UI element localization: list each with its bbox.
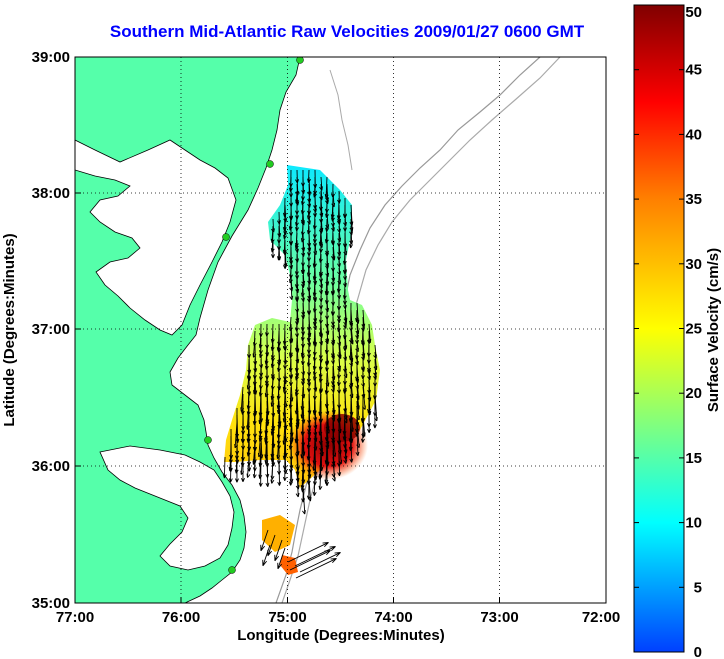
velocity-arrow <box>265 456 270 487</box>
x-tick-label: 72:00 <box>582 609 620 626</box>
colorbar-tick-label: 35 <box>685 191 702 208</box>
y-tick-label: 37:00 <box>32 321 70 338</box>
velocity-arrow <box>289 281 294 301</box>
x-tick-label: 77:00 <box>56 609 94 626</box>
velocity-arrow <box>258 456 263 487</box>
velocity-arrow <box>235 456 239 483</box>
velocity-arrow <box>295 557 337 579</box>
y-tick-label: 39:00 <box>32 49 70 66</box>
velocity-arrow <box>282 456 287 481</box>
axis-ticks <box>74 56 607 604</box>
velocity-arrow <box>277 547 286 570</box>
velocity-arrow <box>228 456 233 483</box>
velocity-arrow <box>331 456 336 482</box>
velocity-arrow <box>246 456 251 478</box>
velocity-arrow <box>283 253 287 269</box>
velocity-arrow <box>312 470 317 496</box>
colorbar-tick-label: 20 <box>685 385 702 402</box>
velocity-arrow <box>270 456 275 484</box>
velocity-arrow <box>295 470 300 498</box>
velocity-arrow <box>343 442 348 464</box>
x-tick-label: 75:00 <box>268 609 306 626</box>
velocity-arrow <box>271 239 275 259</box>
colorbar-tick-label: 10 <box>685 515 702 532</box>
plot-frame <box>74 56 607 604</box>
x-tick-label: 76:00 <box>162 609 200 626</box>
colorbar-tick-label: 50 <box>685 4 702 21</box>
velocity-arrow <box>318 463 323 490</box>
colorbar-tick-label: 15 <box>685 450 702 467</box>
velocity-arrow <box>337 449 342 477</box>
y-tick-label: 36:00 <box>32 458 70 475</box>
velocity-patch-south-2 <box>280 555 298 575</box>
velocity-arrow <box>307 477 312 502</box>
colorbar-tick-label: 25 <box>685 321 702 338</box>
station-markers <box>204 57 304 574</box>
velocity-patch-south <box>262 515 295 552</box>
colorbar-tick-label: 0 <box>694 644 702 659</box>
colorbar-label: Surface Velocity (cm/s) <box>705 248 722 412</box>
velocity-arrow <box>277 246 281 261</box>
colorbar <box>633 4 685 653</box>
y-tick-label: 35:00 <box>32 595 70 612</box>
bathymetry-contour-2 <box>281 57 561 603</box>
pamlico-sound <box>99 445 235 571</box>
colorbar-tick-label: 45 <box>685 62 702 79</box>
station-marker <box>222 233 230 241</box>
colorbar-tick-label: 40 <box>685 126 702 143</box>
chesapeake-bay <box>75 139 237 336</box>
map-title: Southern Mid-Atlantic Raw Velocities 200… <box>109 22 585 41</box>
velocity-field <box>224 165 380 488</box>
velocity-arrow <box>288 463 293 486</box>
colorbar-tick-label: 30 <box>685 256 702 273</box>
y-axis-label: Latitude (Degrees:Minutes) <box>1 233 18 426</box>
velocity-arrow <box>349 232 353 249</box>
station-marker <box>266 160 274 168</box>
velocity-arrow <box>302 484 306 515</box>
station-marker <box>228 566 236 574</box>
velocity-arrow <box>349 435 354 463</box>
station-marker <box>296 57 304 64</box>
x-axis-label: Longitude (Degrees:Minutes) <box>237 627 445 644</box>
velocity-arrow <box>325 463 329 486</box>
colorbar-tick-label: 5 <box>694 579 702 596</box>
velocity-arrow <box>367 407 372 433</box>
velocity-arrow <box>260 529 269 552</box>
velocity-arrow <box>222 456 227 479</box>
velocity-arrow <box>360 421 365 443</box>
x-tick-label: 73:00 <box>480 609 518 626</box>
velocity-arrow <box>372 400 377 429</box>
velocity-arrow <box>355 428 360 457</box>
x-tick-label: 74:00 <box>374 609 412 626</box>
velocity-arrow <box>287 541 329 563</box>
velocity-arrow <box>274 539 283 562</box>
velocity-arrow <box>294 545 336 567</box>
bathymetry-contour-3 <box>329 69 353 171</box>
velocity-arrow <box>262 544 271 567</box>
station-marker <box>204 436 212 444</box>
y-tick-label: 38:00 <box>32 185 70 202</box>
grid-lines <box>75 57 606 603</box>
velocity-arrow <box>299 551 341 573</box>
velocity-arrow <box>277 456 282 486</box>
high-velocity-core <box>324 414 360 442</box>
colorbar-ticks: 0 5 10 15 20 25 30 35 40 45 50 <box>634 4 702 659</box>
velocity-arrow <box>252 456 257 479</box>
velocity-arrow <box>241 456 245 483</box>
velocity-vectors <box>222 169 378 579</box>
